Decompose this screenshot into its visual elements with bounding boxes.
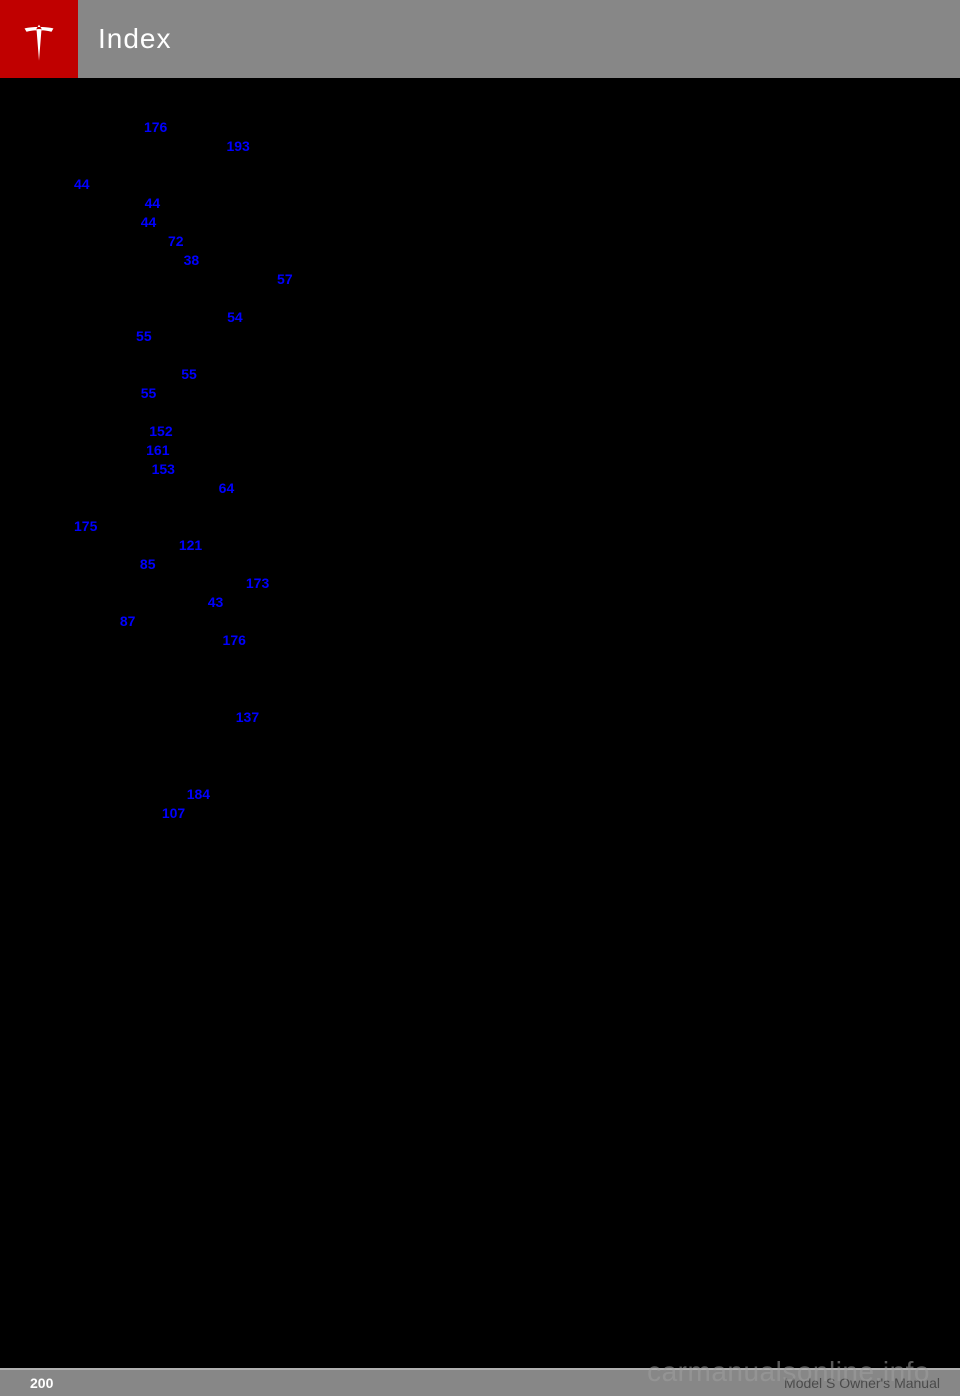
page-link[interactable]: 54 xyxy=(227,309,243,325)
index-entry: wishbone xyxy=(50,403,470,422)
page-link[interactable]: 184 xyxy=(187,786,210,802)
page-link[interactable]: 121 xyxy=(179,537,202,553)
index-entry: windshield washer fluid, topping up 57 xyxy=(50,270,470,289)
index-content: wheel chocks 176 wheel configuration, wr… xyxy=(0,78,960,823)
page-link[interactable]: 43 xyxy=(208,594,224,610)
page-link[interactable]: 44 xyxy=(74,176,90,192)
index-column: wheel chocks 176 wheel configuration, wr… xyxy=(50,118,470,823)
page-link[interactable]: 44 xyxy=(145,195,161,211)
entry-label: alignment xyxy=(74,195,135,211)
entry-label: replacing xyxy=(74,214,131,230)
index-subentry: upper front 153 xyxy=(50,460,470,479)
page-link[interactable]: 107 xyxy=(162,805,185,821)
page-link[interactable]: 152 xyxy=(149,423,172,439)
index-entry: working under the vehicle 64 xyxy=(50,479,470,498)
entry-label: wrong wheel configuration xyxy=(50,632,213,648)
page-link[interactable]: 85 xyxy=(140,556,156,572)
page-link[interactable]: 193 xyxy=(226,138,249,154)
index-subentry: 175 xyxy=(50,517,470,536)
entry-label: practices xyxy=(74,556,130,572)
page-link[interactable]: 175 xyxy=(74,518,97,534)
index-entry: wheel configuration, wrong 193 xyxy=(50,137,470,156)
index-subentry: practices 85 xyxy=(50,555,470,574)
tesla-logo-icon xyxy=(15,15,63,63)
index-subentry: replacing 55 xyxy=(50,384,470,403)
page-link[interactable]: 55 xyxy=(181,366,197,382)
entry-label: wheel configuration, wrong xyxy=(50,138,217,154)
entry-label: wrapping film, removing xyxy=(50,594,198,610)
index-subentry: lower rear 161 xyxy=(50,441,470,460)
page-link[interactable]: 176 xyxy=(223,632,246,648)
page-link[interactable]: 55 xyxy=(141,385,157,401)
page-link[interactable]: 87 xyxy=(120,613,136,629)
entry-label: wiper blades xyxy=(50,290,129,306)
index-entry: wiper blades xyxy=(50,289,470,308)
header-bar: Index xyxy=(0,0,960,78)
entry-label: Wi-Fi, connecting to xyxy=(50,252,174,268)
page-link[interactable]: 176 xyxy=(144,119,167,135)
index-subentry: moving car in a 121 xyxy=(50,536,470,555)
entry-label: zones, drive unit xyxy=(50,805,152,821)
page-link[interactable]: 173 xyxy=(246,575,269,591)
page-link[interactable]: 137 xyxy=(236,709,259,725)
page-link[interactable]: 153 xyxy=(152,461,175,477)
entry-label: specifications xyxy=(74,233,158,249)
index-subentry: checking and replacing 54 xyxy=(50,308,470,327)
entry-label: lower front xyxy=(74,423,139,439)
index-entry: workshop xyxy=(50,498,470,517)
index-subentry: 44 xyxy=(50,175,470,194)
page-title: Index xyxy=(98,23,172,55)
index-entry: wheel chocks 176 xyxy=(50,118,470,137)
index-subentry: lower front 152 xyxy=(50,422,470,441)
page-link[interactable]: 44 xyxy=(141,214,157,230)
index-entry: zones, drive unit 107 xyxy=(50,804,470,823)
page-link[interactable]: 55 xyxy=(136,328,152,344)
entry-label: moving car in a xyxy=(74,537,169,553)
entry-label: working under the vehicle xyxy=(50,480,209,496)
entry-label: wishbone xyxy=(50,404,109,420)
entry-label: wipers xyxy=(50,347,90,363)
index-entry: wrenches 87 xyxy=(50,612,470,631)
index-entry: wrong wheel configuration 176 xyxy=(50,631,470,650)
index-entry: wheels xyxy=(50,156,470,175)
index-subentry: cleaning 55 xyxy=(50,327,470,346)
entry-label: lower rear xyxy=(74,442,136,458)
index-subentry: specifications 72 xyxy=(50,232,470,251)
index-entry: zero emissions label 184 xyxy=(50,785,470,804)
entry-label: cleaning xyxy=(74,328,126,344)
entry-label: checking and replacing xyxy=(74,309,217,325)
page-number: 200 xyxy=(20,1375,53,1391)
index-entry: Wi-Fi, connecting to 38 xyxy=(50,251,470,270)
entry-label: zero emissions label xyxy=(50,786,177,802)
page-link[interactable]: 57 xyxy=(277,271,293,287)
entry-label: wheel chocks xyxy=(50,119,134,135)
index-entry: XM radio antenna, removing 137 xyxy=(50,708,470,727)
index-subentry: replacing 44 xyxy=(50,213,470,232)
entry-label: upper front xyxy=(74,461,142,477)
entry-label: wrenches xyxy=(50,613,110,629)
entry-label: workshop personnel, safety of xyxy=(50,575,236,591)
page-link[interactable]: 64 xyxy=(219,480,235,496)
page-link[interactable]: 72 xyxy=(168,233,184,249)
page-link[interactable]: 38 xyxy=(184,252,200,268)
entry-label: cleaning blades xyxy=(74,366,171,382)
entry-label: replacing xyxy=(74,385,131,401)
index-subentry: alignment 44 xyxy=(50,194,470,213)
watermark: carmanualsonline.info xyxy=(647,1356,930,1388)
entry-label: XM radio antenna, removing xyxy=(50,709,226,725)
page-link[interactable]: 161 xyxy=(146,442,169,458)
section-letter-z: Z xyxy=(50,751,470,777)
entry-label: windshield washer fluid, topping up xyxy=(50,271,267,287)
tesla-logo xyxy=(0,0,78,78)
entry-label: workshop xyxy=(50,499,110,515)
index-subentry: cleaning blades 55 xyxy=(50,365,470,384)
index-entry: wrapping film, removing 43 xyxy=(50,593,470,612)
entry-label: wheels xyxy=(50,157,94,173)
section-letter-x: X xyxy=(50,674,470,700)
index-entry: workshop personnel, safety of 173 xyxy=(50,574,470,593)
index-entry: wipers xyxy=(50,346,470,365)
